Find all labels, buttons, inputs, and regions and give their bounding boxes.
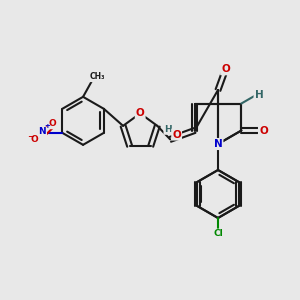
Text: CH₃: CH₃: [89, 72, 105, 81]
Text: Cl: Cl: [213, 230, 223, 238]
Text: H: H: [255, 89, 263, 100]
Text: O: O: [259, 125, 268, 136]
Text: O: O: [172, 130, 181, 140]
Text: O: O: [30, 135, 38, 144]
Text: O: O: [136, 108, 145, 118]
Text: −: −: [27, 132, 34, 141]
Text: +: +: [44, 123, 50, 129]
Text: O: O: [221, 64, 230, 74]
Text: N: N: [38, 127, 46, 136]
Text: N: N: [214, 139, 222, 149]
Text: H: H: [164, 125, 172, 134]
Text: O: O: [48, 119, 56, 128]
